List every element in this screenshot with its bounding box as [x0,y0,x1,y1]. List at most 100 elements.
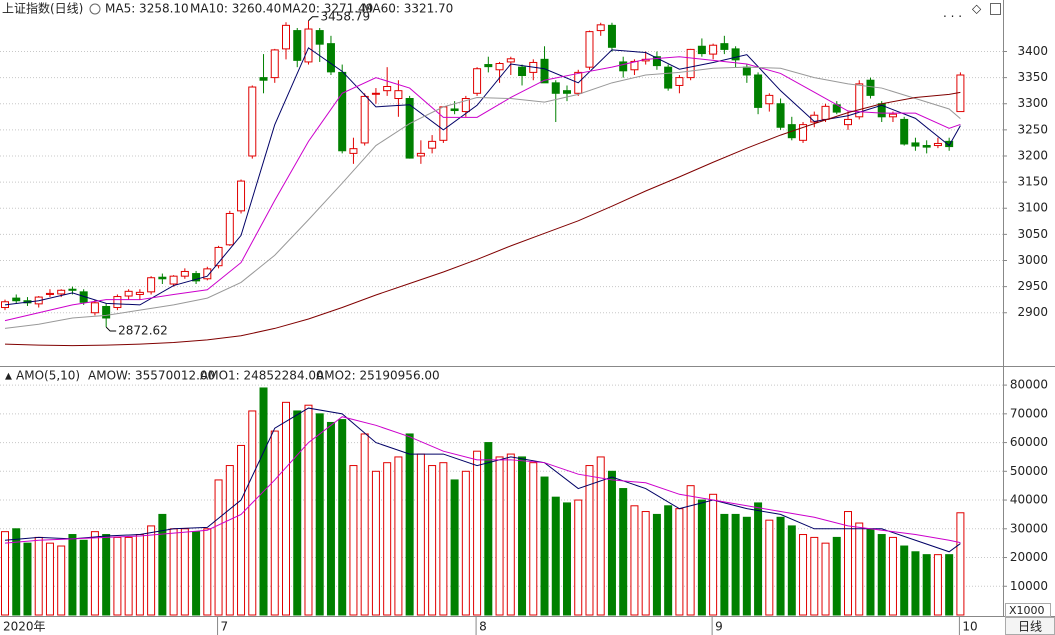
y-tick-label: 30000 [1010,521,1048,535]
volume-bar [79,539,88,616]
candle-body [192,273,201,282]
volume-bar [371,470,380,616]
y-tick-label: 40000 [1010,493,1048,507]
volume-bar [607,470,616,616]
candle-body [619,61,628,72]
volume-bar [416,453,425,616]
candle-body [383,85,392,92]
x-tick-label: 8 [479,620,487,634]
volume-bar [529,462,538,616]
volume-bar [585,465,594,616]
candle-body [147,277,156,293]
candle-body [664,66,673,89]
y-tick-label: 20000 [1010,550,1048,564]
volume-bar [765,519,774,616]
volume-bar [810,536,819,616]
volume-bar [349,465,358,616]
legend-entry: AMO1: 24852284.00 [200,369,324,383]
candle-body [371,92,380,95]
volume-bar [911,551,920,616]
candle-body [282,24,290,50]
y-tick-label: 80000 [1010,378,1048,392]
volume-bar [518,456,527,616]
volume-bar [799,534,808,616]
y-tick-label: 2900 [1017,305,1048,319]
y-tick-label: 3100 [1017,201,1048,215]
legend-entry: MA10: 3260.40 [190,2,281,16]
diamond-icon[interactable]: ◇ [972,2,982,16]
candle-body [585,31,594,68]
volume-bar [495,456,504,616]
volume-bar [282,401,290,616]
candle-body [799,124,808,141]
volume-bar [855,522,864,616]
x-tick-label: 9 [715,620,723,634]
ma-line [4,91,961,347]
candle-body [214,246,223,267]
volume-bar [866,528,875,616]
candle-body [428,140,437,149]
ma-line [4,416,961,544]
x-tick-label: 7 [221,620,229,634]
volume-bar [686,485,695,616]
candle-body [776,103,785,128]
y-tick-label: 60000 [1010,435,1048,449]
high-annotation: 3458.79 [320,9,370,23]
volume-bar [135,534,144,616]
volume-bar [237,444,246,616]
window-icon[interactable] [990,3,1001,15]
y-tick-label: 50000 [1010,464,1048,478]
volume-bar [57,545,66,616]
candle-body [844,118,852,126]
candle-body [90,302,99,314]
more-dots[interactable]: · · · [943,10,962,24]
candle-body [484,64,493,68]
volume-bar [1,531,9,616]
volume-bar [945,554,954,616]
volume-bar [473,450,482,616]
volume-bar [428,465,437,616]
candle-body [326,43,335,73]
legend-entry: MA20: 3271.49 [282,2,373,16]
candle-body [933,142,942,147]
volume-bar [315,413,324,616]
volume-bar [664,505,673,616]
volume-bar [259,387,268,616]
volume-bar [776,516,785,616]
volume-bar [619,488,628,616]
candle-body [821,105,830,120]
volume-bar [203,528,212,616]
volume-bar [461,470,470,616]
candle-body [102,305,111,319]
candle-body [68,288,77,291]
candle-body [450,108,459,112]
volume-bar [956,512,965,616]
settings-icon[interactable] [89,3,101,15]
candle-body [338,71,347,152]
volume-bar [23,542,32,616]
volume-bar [574,499,583,616]
candle-body [765,94,774,105]
x-tick-label: 2020年 [3,620,46,634]
candle-body [742,66,751,76]
volume-bar [563,502,571,616]
candle-body [135,291,144,295]
volume-bar [225,465,234,616]
volume-bar [113,536,122,616]
candle-body [686,48,695,79]
ma-line [4,66,961,329]
candle-body [349,148,358,154]
period-button[interactable]: 日线 [1018,620,1042,634]
candle-body [461,98,470,113]
candle-body [180,270,189,277]
candle-body [248,86,257,157]
candle-body [203,268,212,280]
volume-bar [405,433,414,616]
volume-bar [551,496,560,616]
volume-bar [214,479,223,616]
volume-bar [720,513,729,616]
chart-title: 上证指数(日线) [2,1,83,16]
candle-body [911,142,920,147]
volume-bar [484,442,493,616]
